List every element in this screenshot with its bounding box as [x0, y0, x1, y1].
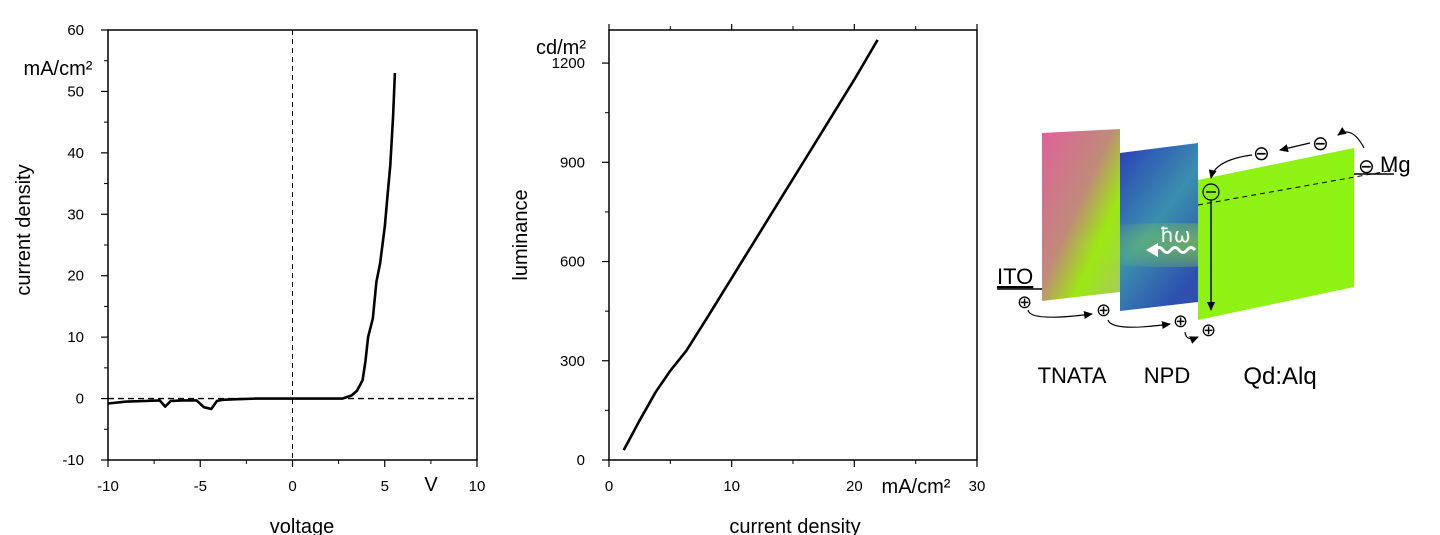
y-tick-label: 10 — [67, 329, 84, 346]
iv-x-unit: V — [424, 474, 438, 496]
iv-reference-lines — [108, 30, 477, 460]
emission-label: ħω — [1160, 223, 1191, 247]
mg-electron-icon: ⊖ — [1358, 154, 1375, 178]
mg-label: Mg — [1380, 152, 1411, 177]
hole-arrow-1 — [1027, 309, 1093, 319]
x-tick-label: 0 — [605, 478, 613, 495]
hole-icon-1: ⊕ — [1017, 292, 1032, 313]
qdalq-label: Qd:Alq — [1243, 363, 1316, 390]
electron-icon-1: ⊖ — [1312, 131, 1329, 155]
y-tick-label: 300 — [560, 353, 585, 370]
luminance-plot-frame — [608, 29, 978, 461]
luminance-y-axis-label: luminance — [510, 189, 532, 280]
hole-arrow-2 — [1107, 319, 1171, 330]
y-tick-label: 1200 — [552, 55, 585, 72]
iv-ticks — [101, 29, 478, 467]
y-tick-label: 0 — [76, 391, 84, 408]
luminance-y-unit: cd/m² — [536, 37, 586, 59]
iv-y-unit: mA/cm² — [24, 58, 93, 80]
luminance-ticks — [602, 24, 978, 467]
x-tick-label: 20 — [846, 478, 863, 495]
iv-chart: -10 -5 0 5 10 -10 0 10 20 30 40 50 60 voltage curren… — [13, 22, 485, 535]
photon-arrowhead-icon — [1146, 243, 1158, 257]
x-tick-label: 5 — [381, 478, 389, 495]
electron-icon-2: ⊖ — [1253, 141, 1270, 165]
y-tick-label: 0 — [577, 452, 585, 469]
y-tick-label: -10 — [62, 452, 84, 469]
x-tick-label: 10 — [469, 478, 486, 495]
y-tick-label: 30 — [67, 206, 84, 223]
x-tick-label: -10 — [97, 478, 119, 495]
qdalq-layer — [1198, 148, 1354, 320]
y-tick-label: 40 — [67, 145, 84, 162]
qd-level-dashed-line — [1197, 169, 1395, 206]
hole-arrow-3 — [1184, 331, 1199, 344]
hole-icon-3: ⊕ — [1173, 311, 1188, 332]
luminance-x-unit: mA/cm² — [882, 476, 951, 498]
hole-icon-4: ⊕ — [1201, 320, 1216, 341]
hole-icon-2: ⊕ — [1096, 300, 1111, 321]
photon-wave-icon — [1153, 246, 1197, 254]
electron-arrow-2 — [1279, 142, 1311, 153]
x-tick-label: -5 — [194, 478, 207, 495]
ito-label: ITO — [997, 264, 1033, 289]
electron-arrow-3 — [1208, 154, 1253, 179]
tnata-label: TNATA — [1038, 363, 1107, 388]
y-tick-label: 600 — [560, 254, 585, 271]
y-tick-label: 50 — [67, 83, 84, 100]
tnata-layer — [1042, 129, 1120, 301]
device-band-diagram: ITO Mg ⊖ ⊖ ⊖ ħω ⊕ ⊕ ⊕ ⊕ — [997, 127, 1411, 390]
x-tick-label: 0 — [288, 478, 296, 495]
y-tick-label: 60 — [67, 22, 84, 39]
electron-arrow-1 — [1337, 127, 1365, 149]
y-tick-label: 900 — [560, 154, 585, 171]
npd-label: NPD — [1144, 363, 1190, 388]
iv-tick-labels: -10 -5 0 5 10 -10 0 10 20 30 40 50 60 — [62, 22, 485, 495]
iv-series-line — [107, 72, 397, 411]
x-tick-label: 30 — [969, 478, 986, 495]
x-tick-label: 10 — [723, 478, 740, 495]
luminance-series-line — [622, 39, 879, 451]
iv-y-axis-label: current density — [13, 164, 35, 295]
luminance-x-axis-label: current density — [729, 516, 860, 535]
y-tick-label: 20 — [67, 268, 84, 285]
iv-x-axis-label: voltage — [270, 516, 335, 535]
